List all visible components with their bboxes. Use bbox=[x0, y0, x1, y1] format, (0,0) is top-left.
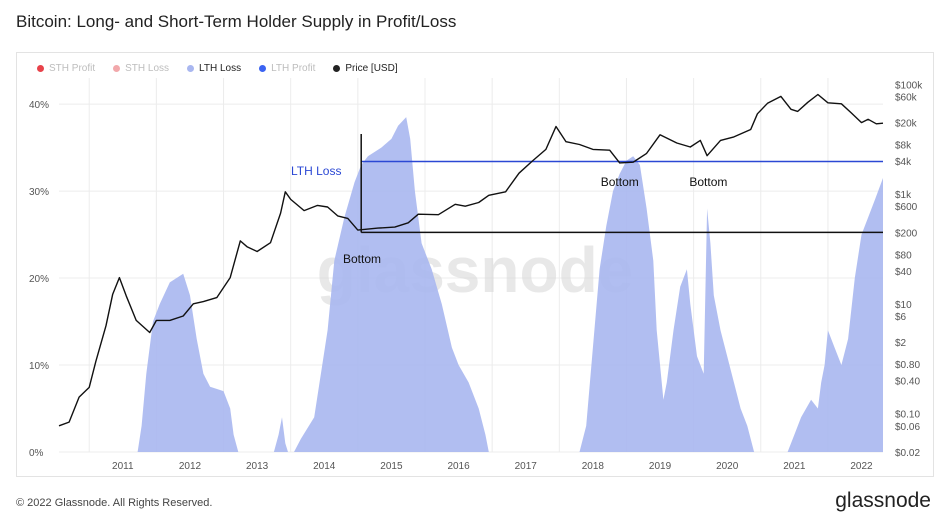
y-right-tick-label: $20k bbox=[895, 119, 918, 130]
y-right-tick-label: $60k bbox=[895, 92, 918, 103]
x-tick-label: 2012 bbox=[179, 461, 202, 472]
legend-label: STH Profit bbox=[49, 62, 96, 74]
chart-panel bbox=[16, 52, 934, 477]
y-left-tick-label: 0% bbox=[29, 448, 44, 459]
legend-label: STH Loss bbox=[125, 62, 170, 74]
legend-item-sth-loss[interactable]: STH Loss bbox=[113, 61, 169, 75]
legend-label: Price [USD] bbox=[345, 62, 398, 74]
annotation-bottom-label: Bottom bbox=[601, 175, 639, 189]
x-tick-label: 2013 bbox=[246, 461, 269, 472]
y-right-tick-label: $2 bbox=[895, 338, 907, 349]
legend-dot-icon bbox=[259, 64, 267, 72]
y-right-tick-label: $0.10 bbox=[895, 410, 920, 421]
legend-item-lth-profit[interactable]: LTH Profit bbox=[259, 61, 315, 75]
legend-dot-icon bbox=[113, 64, 121, 72]
legend-dot-icon bbox=[37, 64, 44, 72]
y-left-tick-label: 30% bbox=[29, 187, 49, 198]
x-tick-label: 2015 bbox=[380, 461, 403, 472]
x-tick-label: 2022 bbox=[850, 461, 873, 472]
x-tick-label: 2011 bbox=[112, 461, 134, 472]
x-tick-label: 2016 bbox=[447, 461, 470, 472]
glassnode-logo: glassnode bbox=[835, 489, 931, 512]
legend-item-sth-profit[interactable]: STH Profit bbox=[37, 61, 95, 75]
price-line bbox=[58, 93, 884, 427]
annotation-lth-loss-label: LTH Loss bbox=[291, 164, 341, 178]
y-right-tick-label: $4k bbox=[895, 157, 912, 168]
y-right-tick-label: $80 bbox=[895, 250, 912, 261]
copyright-footer: © 2022 Glassnode. All Rights Reserved. bbox=[16, 497, 213, 509]
x-tick-label: 2014 bbox=[313, 461, 336, 472]
lth-loss-area bbox=[137, 117, 883, 452]
legend-label: LTH Loss bbox=[199, 62, 242, 74]
y-right-tick-label: $6 bbox=[895, 312, 907, 323]
annotation-bottom-label: Bottom bbox=[343, 252, 381, 266]
chart-legend: STH Profit STH Loss LTH Loss LTH Profit … bbox=[37, 61, 398, 75]
y-right-tick-label: $100k bbox=[895, 80, 923, 91]
y-right-tick-label: $1k bbox=[895, 190, 912, 201]
x-tick-label: 2019 bbox=[649, 461, 672, 472]
legend-item-price[interactable]: Price [USD] bbox=[333, 61, 398, 75]
y-left-tick-label: 40% bbox=[29, 100, 49, 111]
y-right-tick-label: $600 bbox=[895, 202, 918, 213]
y-right-tick-label: $10 bbox=[895, 300, 912, 311]
annotation-bottom-label: Bottom bbox=[689, 175, 727, 189]
y-right-tick-label: $0.80 bbox=[895, 360, 920, 371]
y-right-tick-label: $0.02 bbox=[895, 448, 920, 459]
legend-dot-icon bbox=[187, 64, 195, 72]
y-right-tick-label: $0.06 bbox=[895, 422, 920, 433]
x-tick-label: 2017 bbox=[515, 461, 538, 472]
y-left-tick-label: 10% bbox=[29, 361, 49, 372]
y-right-tick-label: $40 bbox=[895, 267, 912, 278]
chart-title: Bitcoin: Long- and Short-Term Holder Sup… bbox=[16, 12, 457, 31]
legend-label: LTH Profit bbox=[271, 62, 316, 74]
x-tick-label: 2021 bbox=[783, 461, 806, 472]
x-tick-label: 2018 bbox=[582, 461, 605, 472]
y-right-tick-label: $200 bbox=[895, 228, 918, 239]
y-right-tick-label: $0.40 bbox=[895, 377, 920, 388]
x-tick-label: 2020 bbox=[716, 461, 739, 472]
y-right-tick-label: $8k bbox=[895, 140, 912, 151]
legend-dot-icon bbox=[333, 64, 341, 72]
legend-item-lth-loss[interactable]: LTH Loss bbox=[187, 61, 241, 75]
y-left-tick-label: 20% bbox=[29, 274, 49, 285]
